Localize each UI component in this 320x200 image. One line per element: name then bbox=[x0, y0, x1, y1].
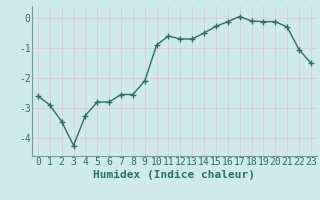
X-axis label: Humidex (Indice chaleur): Humidex (Indice chaleur) bbox=[93, 170, 255, 180]
